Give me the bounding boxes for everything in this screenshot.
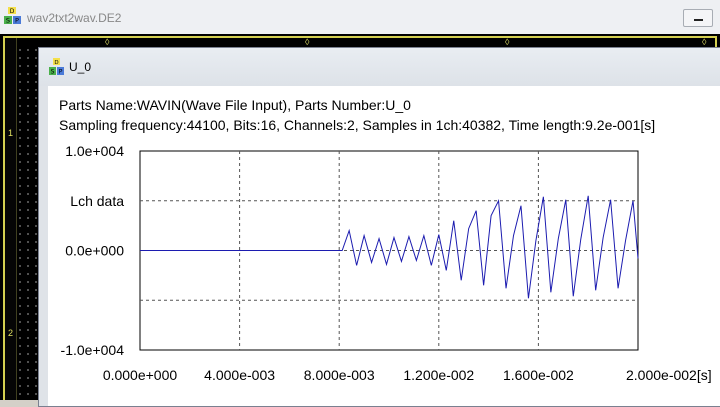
x-tick-label: 4.000e-003 — [204, 367, 275, 383]
series-label: Lch data — [70, 193, 124, 209]
x-tick-label: 0.000e+000 — [103, 367, 178, 383]
app-window-title: wav2txt2wav.DE2 — [27, 11, 122, 25]
svg-text:S: S — [6, 17, 10, 25]
svg-text:D: D — [54, 60, 58, 66]
chart-panel: Parts Name:WAVIN(Wave File Input), Parts… — [48, 86, 720, 406]
row-label: 1 — [8, 128, 14, 138]
dsp-part-icon: D S P — [49, 58, 64, 76]
parts-info-line: Parts Name:WAVIN(Wave File Input), Parts… — [59, 97, 411, 113]
row-ruler: 1 2 — [3, 36, 17, 400]
series-line-lch — [140, 195, 639, 299]
svg-text:S: S — [51, 69, 55, 76]
y-tick-label: 1.0e+004 — [65, 143, 124, 159]
window-title-bar[interactable]: D S P U_0 — [39, 48, 720, 86]
minimize-button[interactable] — [683, 9, 713, 27]
column-marker: ◊ — [305, 37, 310, 47]
x-tick-label: 8.000e-003 — [304, 367, 375, 383]
x-tick-label: 1.200e-002 — [403, 367, 474, 383]
x-tick-label: 2.000e-002[s] — [626, 367, 712, 383]
y-tick-label: -1.0e+004 — [61, 342, 125, 358]
svg-text:P: P — [59, 69, 63, 76]
column-marker: ◊ — [105, 37, 110, 47]
column-marker: ◊ — [505, 37, 510, 47]
y-tick-label: 0.0e+000 — [65, 243, 124, 259]
column-marker: ◊ — [702, 37, 707, 47]
part-viewer-window[interactable]: D S P U_0 Parts Name:WAVIN(Wave File Inp… — [38, 47, 720, 407]
x-tick-label: 1.600e-002 — [503, 367, 574, 383]
waveform-chart: 1.0e+004 Lch data 0.0e+000 -1.0e+004 0.000e+… — [61, 143, 712, 383]
dsp-app-icon: D S P — [4, 7, 21, 25]
sampling-info-line: Sampling frequency:44100, Bits:16, Chann… — [59, 117, 656, 133]
window-title: U_0 — [69, 60, 92, 74]
app-title-bar: D S P wav2txt2wav.DE2 — [0, 0, 720, 35]
svg-text:D: D — [10, 8, 15, 15]
row-label: 2 — [8, 328, 14, 338]
svg-text:P: P — [15, 17, 19, 25]
